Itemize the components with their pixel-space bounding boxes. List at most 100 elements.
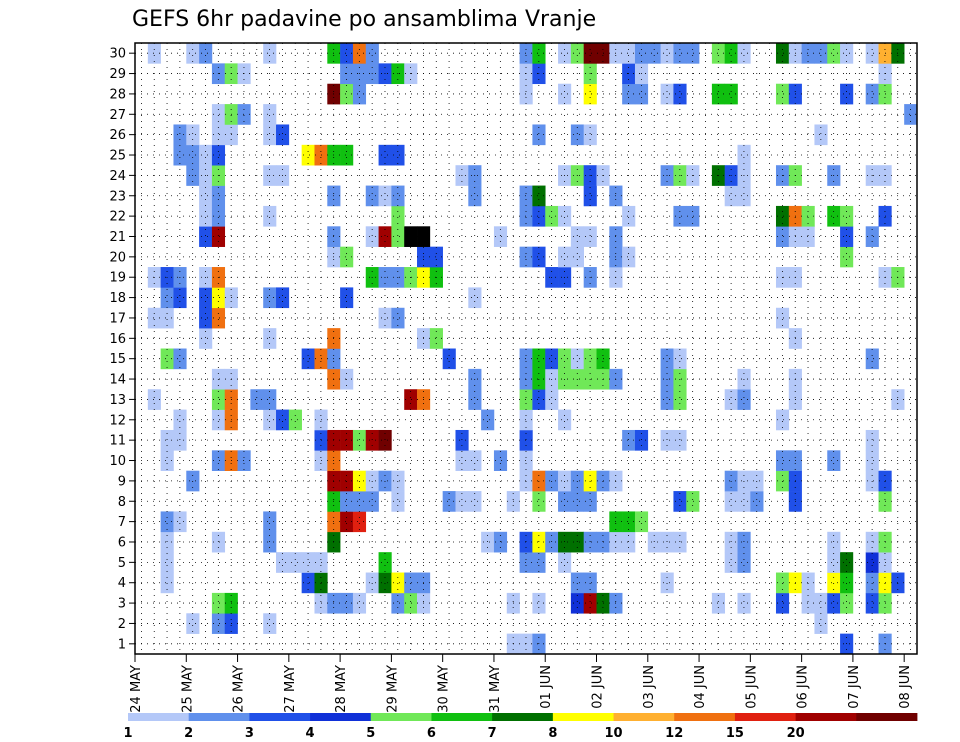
heatmap-cell	[532, 531, 546, 553]
heatmap-cell	[558, 83, 572, 105]
heatmap-cell	[468, 450, 482, 471]
heatmap-cell	[173, 429, 187, 451]
heatmap-cell	[814, 592, 828, 614]
heatmap-cell	[660, 83, 674, 105]
heatmap-cell	[558, 246, 572, 268]
heatmap-cell	[276, 124, 290, 146]
heatmap-cell	[673, 43, 687, 64]
heatmap-cell	[532, 491, 546, 512]
heatmap-cell	[570, 592, 584, 614]
heatmap-cell	[263, 409, 277, 431]
heatmap-cell	[865, 531, 879, 553]
heatmap-cell	[737, 144, 751, 166]
heatmap-cell	[211, 409, 226, 431]
x-tick-label: 05 JUN	[744, 665, 759, 709]
heatmap-cell	[340, 511, 354, 533]
heatmap-cell	[301, 348, 315, 370]
heatmap-cell	[583, 592, 597, 614]
x-tick-label: 26 MAY	[232, 665, 247, 713]
heatmap-cell	[673, 348, 687, 370]
heatmap-cell	[173, 511, 187, 533]
heatmap-cell	[263, 287, 277, 309]
heatmap-cell	[211, 592, 226, 614]
heatmap-cell	[775, 43, 790, 64]
heatmap-cell	[570, 491, 584, 512]
heatmap-cell	[865, 429, 879, 451]
heatmap-cell	[711, 83, 726, 105]
x-tick-label: 29 MAY	[385, 665, 400, 713]
x-tick-label: 25 MAY	[180, 665, 195, 713]
colorbar-swatch	[370, 713, 432, 721]
heatmap-cell	[558, 409, 572, 431]
heatmap-cell	[237, 104, 251, 125]
heatmap-cell	[211, 185, 226, 207]
heatmap-cell	[827, 552, 841, 573]
heatmap-cell	[622, 83, 636, 105]
heatmap-cell	[429, 328, 443, 349]
heatmap-cell	[352, 511, 367, 533]
heatmap-cell	[660, 572, 674, 594]
colorbar-swatch	[431, 713, 493, 721]
heatmap-cell	[493, 226, 508, 247]
chart-title: GEFS 6hr padavine po ansamblima Vranje	[132, 7, 596, 32]
heatmap-cell	[865, 572, 879, 594]
heatmap-cell	[532, 205, 546, 227]
heatmap-cell	[160, 287, 174, 309]
heatmap-cell	[468, 287, 482, 309]
heatmap-cell	[160, 450, 174, 471]
heatmap-cell	[519, 205, 533, 227]
heatmap-cell	[199, 328, 213, 349]
heatmap-cell	[263, 328, 277, 349]
heatmap-cell	[340, 144, 354, 166]
heatmap-cell	[263, 613, 277, 634]
heatmap-cell	[160, 348, 174, 370]
heatmap-cells	[147, 43, 918, 655]
heatmap-cell	[622, 429, 636, 451]
heatmap-cell	[686, 43, 700, 64]
heatmap-cell	[378, 572, 392, 594]
heatmap-cell	[865, 226, 879, 247]
heatmap-cell	[737, 592, 751, 614]
plot-frame	[134, 42, 918, 655]
x-tick-label: 03 JUN	[642, 665, 657, 709]
heatmap-cell	[288, 552, 302, 573]
colorbar-label: 5	[366, 726, 375, 741]
x-tick-label: 07 JUN	[847, 665, 862, 709]
heatmap-cell	[865, 43, 879, 64]
heatmap-cell	[340, 287, 354, 309]
x-tick-label: 24 MAY	[129, 665, 144, 713]
heatmap-cell	[570, 531, 584, 553]
heatmap-cell	[519, 348, 533, 370]
heatmap-cell	[827, 450, 841, 471]
heatmap-cell	[840, 226, 854, 247]
heatmap-cell	[622, 246, 636, 268]
heatmap-cell	[622, 43, 636, 64]
heatmap-cell	[519, 43, 533, 64]
heatmap-cell	[634, 511, 649, 533]
heatmap-cell	[519, 185, 533, 207]
heatmap-cell	[404, 592, 418, 614]
heatmap-cell	[391, 592, 405, 614]
y-tick-label: 8	[118, 495, 126, 510]
heatmap-cell	[801, 226, 815, 247]
colorbar-swatch	[310, 713, 372, 721]
heatmap-cell	[301, 572, 315, 594]
y-axis: 1234567891011121314151617181920212223242…	[109, 47, 135, 652]
x-axis: 24 MAY 25 MAY 26 MAY 27 MAY 28 MAY 29 MAY 30 M…	[129, 654, 913, 713]
y-tick-label: 17	[109, 311, 126, 326]
y-tick-label: 26	[109, 128, 126, 143]
y-tick-label: 25	[109, 149, 126, 164]
heatmap-cell	[865, 552, 879, 573]
y-tick-label: 28	[109, 87, 126, 102]
y-tick-label: 22	[109, 210, 126, 225]
heatmap-cell	[775, 572, 790, 594]
heatmap-cell	[378, 307, 392, 329]
heatmap-cell	[365, 43, 379, 64]
x-tick-label: 01 JUN	[539, 665, 554, 709]
heatmap-cell	[250, 389, 264, 410]
heatmap-cell	[147, 43, 161, 64]
heatmap-cell	[404, 226, 418, 247]
heatmap-cell	[186, 124, 200, 146]
heatmap-cell	[199, 43, 213, 64]
heatmap-cell	[429, 246, 443, 268]
